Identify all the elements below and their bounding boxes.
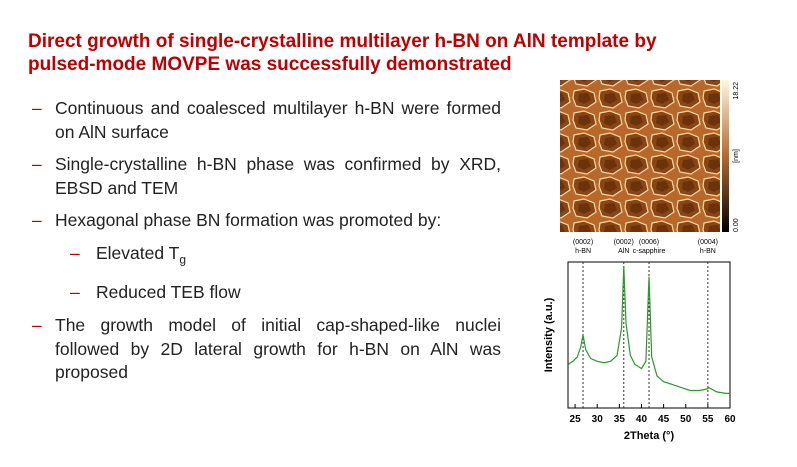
bullet-text: Reduced TEB flow	[96, 281, 496, 305]
bullet-text-main: Single-crystalline h-BN phase was confir…	[55, 154, 501, 198]
peak-label: (0006)	[639, 239, 659, 246]
bullet-dash: –	[70, 243, 80, 263]
bullet-text: Elevated Tg	[96, 242, 496, 272]
x-tick-label: 60	[724, 414, 736, 425]
color-bar	[722, 80, 729, 232]
bullet-text-main: Hexagonal phase BN formation was promote…	[55, 210, 442, 230]
bullet-text-main: Continuous and coalesced multilayer h-BN…	[55, 98, 501, 142]
x-tick-label: 25	[570, 414, 582, 425]
bullet-text-main: Reduced TEB flow	[96, 282, 241, 302]
bullet-dash: –	[32, 210, 42, 230]
peak-label: h-BN	[575, 248, 591, 255]
bullet-dash: –	[32, 154, 42, 174]
x-tick-label: 35	[614, 414, 626, 425]
x-axis-label: 2Theta (°)	[624, 430, 675, 442]
x-tick-label: 45	[658, 414, 670, 425]
x-tick-label: 30	[592, 414, 604, 425]
peak-label: AlN	[618, 248, 629, 255]
bullet-text-main: Elevated T	[96, 243, 180, 263]
afm-image	[560, 80, 720, 232]
bullet-dash: –	[32, 98, 42, 118]
x-tick-label: 50	[680, 414, 692, 425]
x-tick-label: 55	[702, 414, 714, 425]
bullet-dash: –	[70, 282, 80, 302]
bullet-subscript: g	[179, 252, 187, 267]
bullet-dash: –	[32, 315, 42, 335]
scale-unit: [nm]	[733, 149, 740, 163]
bullet-text-main: The growth model of initial cap-shaped-l…	[55, 315, 501, 382]
xrd-chart: 2Theta (°) Intensity (a.u.) 25 30 35 40 45 50…	[543, 239, 736, 442]
bullet-text: Single-crystalline h-BN phase was confir…	[55, 153, 501, 200]
bullet-text: Hexagonal phase BN formation was promote…	[55, 209, 501, 233]
peak-label: c-sapphire	[633, 248, 666, 255]
peak-label: h-BN	[700, 248, 716, 255]
scale-max: 18.22	[733, 82, 740, 100]
peak-label: (0004)	[698, 239, 718, 246]
bullet-text: Continuous and coalesced multilayer h-BN…	[55, 97, 501, 144]
scale-min: 0.00	[733, 218, 740, 232]
y-axis-label: Intensity (a.u.)	[543, 297, 555, 372]
peak-label: (0002)	[573, 239, 593, 246]
bullet-text: The growth model of initial cap-shaped-l…	[55, 314, 501, 385]
slide-title: Direct growth of single-crystalline mult…	[28, 31, 657, 75]
xrd-spectrum	[568, 266, 730, 394]
peak-label: (0002)	[614, 239, 634, 246]
x-tick-label: 40	[636, 414, 648, 425]
